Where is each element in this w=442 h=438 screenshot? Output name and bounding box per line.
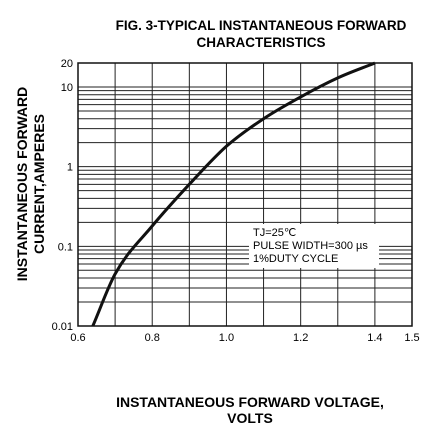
plot-frame xyxy=(77,62,413,327)
x-axis-title-line-1: INSTANTANEOUS FORWARD VOLTAGE, xyxy=(116,394,384,410)
y-axis-title-line-2: CURRENT,AMPERES xyxy=(31,114,47,254)
grid xyxy=(77,62,413,327)
chart-title-line-1: FIG. 3-TYPICAL INSTANTANEOUS FORWARD xyxy=(116,18,407,33)
y-tick-label: 1 xyxy=(67,162,73,174)
y-tick-label: 20 xyxy=(61,58,73,70)
annotation-duty-cycle: 1%DUTY CYCLE xyxy=(253,253,338,265)
x-axis-title-line-2: VOLTS xyxy=(227,410,273,426)
chart-title-line-2: CHARACTERISTICS xyxy=(196,35,325,50)
y-tick-label: 0.01 xyxy=(52,321,73,333)
annotation-box xyxy=(249,224,379,268)
annotation-junction-temp: TJ=25℃ xyxy=(253,227,296,239)
tick-labels: 0.6 0.8 1.0 1.2 1.4 1.5 0.01 0.1 1 10 20 xyxy=(52,58,420,344)
y-axis-title-line-1: INSTANTANEOUS FORWARD xyxy=(14,87,30,281)
y-tick-label: 0.1 xyxy=(58,241,73,253)
forward-characteristic-curve xyxy=(91,61,376,327)
x-tick-label: 0.6 xyxy=(70,332,85,344)
y-tick-label: 10 xyxy=(61,82,73,94)
x-tick-label: 1.5 xyxy=(404,332,419,344)
x-tick-label: 1.4 xyxy=(367,332,382,344)
annotation-pulse-width: PULSE WIDTH=300 µs xyxy=(253,240,368,252)
x-tick-label: 1.0 xyxy=(219,332,234,344)
x-tick-label: 1.2 xyxy=(293,332,308,344)
x-tick-label: 0.8 xyxy=(145,332,160,344)
